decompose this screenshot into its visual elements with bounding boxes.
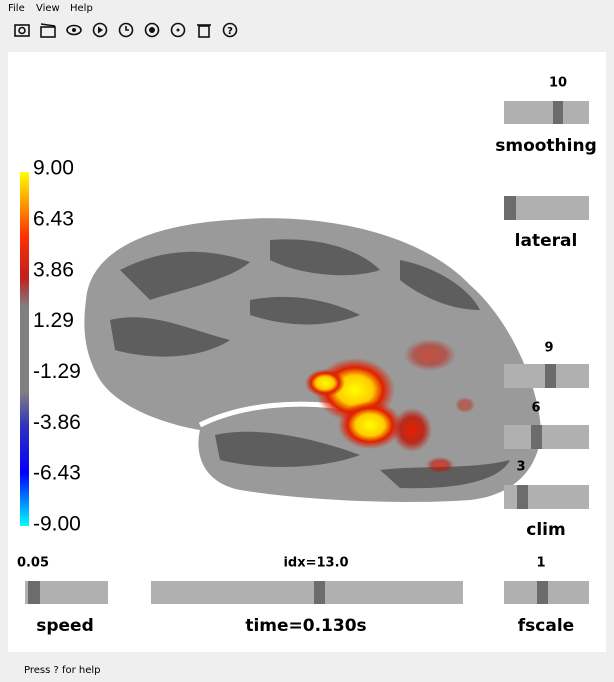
slider-track[interactable] <box>25 581 108 604</box>
brain-surface <box>84 218 541 502</box>
slider-value: 6 <box>531 401 540 416</box>
slider-handle[interactable] <box>517 485 528 509</box>
colorbar-label: -9.00 <box>33 513 81 536</box>
slider-value: 0.05 <box>17 556 49 571</box>
visibility-button[interactable] <box>66 24 82 36</box>
colorbar-label: -1.29 <box>33 360 81 383</box>
movie-button[interactable] <box>40 23 56 38</box>
slider-handle[interactable] <box>545 364 556 388</box>
slider-handle[interactable] <box>553 101 563 124</box>
screenshot-button[interactable] <box>14 24 30 37</box>
slider-track[interactable] <box>504 425 589 449</box>
slider-track[interactable] <box>504 101 589 124</box>
slider-handle[interactable] <box>28 581 40 604</box>
clear-button[interactable] <box>197 24 211 38</box>
slider-value: 1 <box>536 556 545 571</box>
slider-handle[interactable] <box>504 196 516 220</box>
play-button[interactable] <box>92 22 108 38</box>
slider-value: 9 <box>544 341 553 356</box>
menu-item[interactable]: Help <box>70 3 93 14</box>
slider-label: lateral <box>515 231 578 251</box>
colorbar-label: 6.43 <box>33 207 74 230</box>
svg-text:?: ? <box>227 26 233 37</box>
restore-button[interactable] <box>118 22 134 38</box>
colorbar-label: -3.86 <box>33 411 81 434</box>
slider-handle[interactable] <box>531 425 542 449</box>
slider-track[interactable] <box>151 581 463 604</box>
colorbar-label: 9.00 <box>33 157 74 180</box>
slider-label: fscale <box>518 616 574 636</box>
colorbar-label: 3.86 <box>33 258 74 281</box>
reset-button[interactable] <box>170 22 186 38</box>
slider-label: smoothing <box>495 136 597 156</box>
slider-label: time=0.130s <box>245 616 366 636</box>
help-button[interactable]: ? <box>222 22 238 38</box>
slider-handle[interactable] <box>314 581 325 604</box>
menu-item[interactable]: View <box>36 3 60 14</box>
slider-label: clim <box>526 520 565 540</box>
menu-item[interactable]: File <box>8 3 25 14</box>
slider-value: idx=13.0 <box>283 556 348 571</box>
slider-label: speed <box>36 616 94 636</box>
slider-value: 3 <box>516 460 525 475</box>
menu-bar: File View Help <box>8 3 93 14</box>
reset-camera-button[interactable] <box>144 22 160 38</box>
slider-track[interactable] <box>504 196 589 220</box>
colorbar-label: 1.29 <box>33 309 74 332</box>
slider-track[interactable] <box>504 485 589 509</box>
colorbar-labels: 9.00 6.43 3.86 1.29 -1.29 -3.86 -6.43 -9.00 <box>33 157 81 536</box>
colorbar <box>20 172 29 526</box>
slider-value: 10 <box>549 76 567 91</box>
slider-handle[interactable] <box>537 581 548 604</box>
status-bar: Press ? for help <box>24 665 101 676</box>
colorbar-label: -6.43 <box>33 462 81 485</box>
toolbar: ? <box>14 22 238 38</box>
